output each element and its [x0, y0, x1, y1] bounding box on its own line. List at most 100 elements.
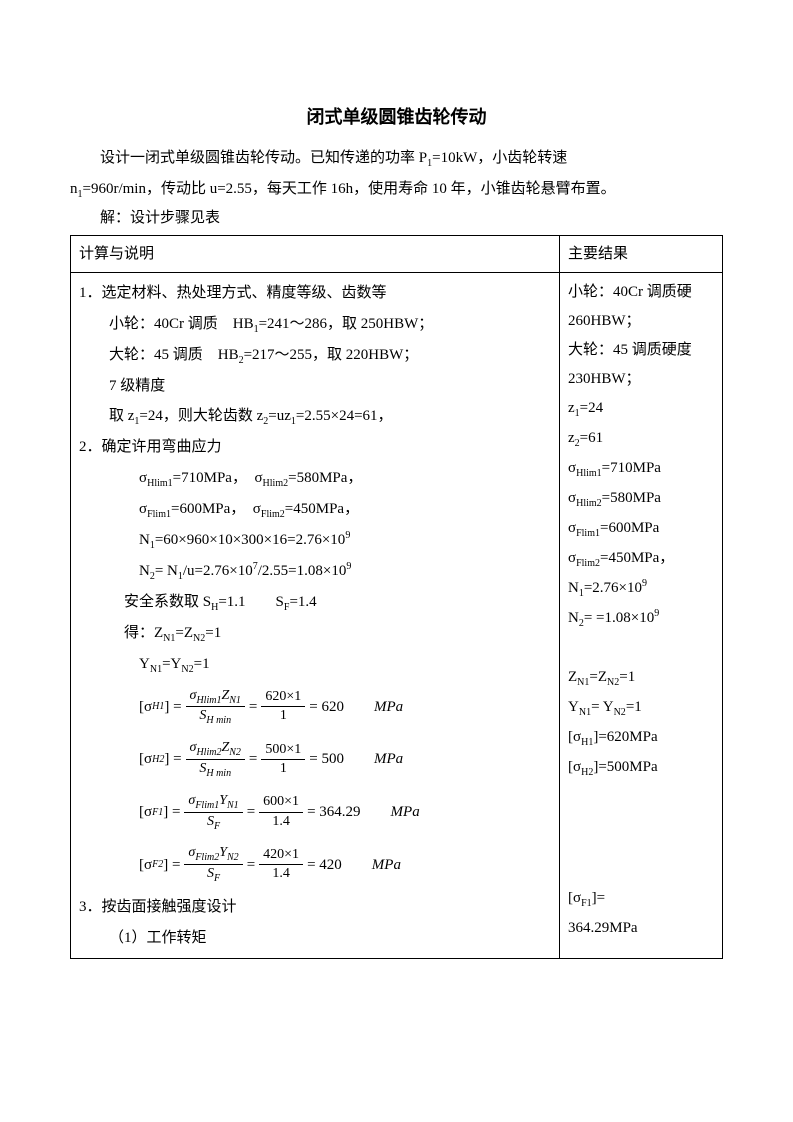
text: = 500 — [309, 745, 374, 774]
sub: Hlim2 — [576, 498, 602, 509]
text: 小轮：40Cr 调质 HB — [109, 316, 254, 332]
text: =uz — [268, 408, 291, 424]
text: ]=500MPa — [593, 759, 657, 775]
sub: Hlim1 — [196, 694, 221, 705]
text: ]=620MPa — [593, 729, 657, 745]
sub: Flim1 — [195, 800, 219, 811]
calc-line: YN1=YN2=1 — [79, 650, 551, 679]
sub: N1 — [227, 800, 239, 811]
sub: F1 — [581, 898, 592, 909]
text: =24，则大轮齿数 z — [139, 408, 263, 424]
text: MPa — [372, 851, 401, 880]
text: =710MPa， σ — [173, 470, 263, 486]
text: =241～286，取 250HBW； — [259, 316, 434, 332]
text: z — [568, 400, 575, 416]
text: = 420 — [307, 851, 372, 880]
text: [σ — [139, 693, 152, 722]
text: Y — [219, 845, 227, 860]
text: =450MPa， — [285, 501, 359, 517]
sub: H2 — [581, 767, 593, 778]
text: [σ — [568, 729, 581, 745]
sub: N2 — [181, 664, 193, 675]
sub: H min — [206, 715, 231, 726]
calc-line: 大轮：45 调质 HB2=217～255，取 220HBW； — [79, 341, 551, 370]
text: =60×960×10×300×16=2.76×10 — [155, 532, 345, 548]
text: = 364.29 — [307, 798, 390, 827]
text: 420×1 — [259, 846, 303, 865]
text: 500×1 — [261, 741, 305, 760]
calc-line: N2= N1/u=2.76×107/2.55=1.08×109 — [79, 557, 551, 586]
text: N — [568, 610, 579, 626]
text: =1.1 S — [218, 594, 284, 610]
text: σ — [568, 460, 576, 476]
table-body-row: 1．选定材料、热处理方式、精度等级、齿数等 小轮：40Cr 调质 HB1=241… — [71, 273, 723, 959]
sub: N2 — [614, 707, 626, 718]
text: 大轮：45 调质 HB — [109, 347, 239, 363]
sub: N1 — [579, 707, 591, 718]
sub: H min — [206, 768, 231, 779]
result-line: z1=24 — [568, 394, 714, 423]
solve-label: 解：设计步骤见表 — [70, 204, 723, 233]
sub: Flim2 — [576, 558, 600, 569]
fraction: σHlim2ZN2SH min — [186, 739, 245, 780]
text: =710MPa — [602, 460, 661, 476]
fraction: 500×11 — [261, 741, 305, 778]
text: =Z — [589, 669, 607, 685]
sub: H2 — [152, 750, 164, 769]
result-line: 小轮：40Cr 调质硬 260HBW； — [568, 278, 714, 335]
sup: 9 — [654, 608, 659, 619]
calc-cell: 1．选定材料、热处理方式、精度等级、齿数等 小轮：40Cr 调质 HB1=241… — [71, 273, 560, 959]
text: =600MPa， σ — [171, 501, 261, 517]
text: Z — [568, 669, 577, 685]
text: MPa — [374, 693, 403, 722]
text: [σ — [568, 759, 581, 775]
text: =61 — [580, 430, 603, 446]
result-line: σFlim2=450MPa， — [568, 544, 714, 573]
result-line: ZN1=ZN2=1 — [568, 663, 714, 692]
text: = Y — [591, 699, 614, 715]
text: 620×1 — [261, 688, 305, 707]
text: z — [568, 430, 575, 446]
fraction: σFlim2YN2SF — [184, 844, 242, 885]
calc-line: σHlim1=710MPa， σHlim2=580MPa， — [79, 464, 551, 493]
section-3-title: 3．按齿面接触强度设计 — [79, 893, 551, 922]
text: N — [139, 532, 150, 548]
text: Y — [568, 699, 579, 715]
text: =1.4 — [289, 594, 316, 610]
text: =24 — [580, 400, 603, 416]
intro-text: n — [70, 181, 78, 197]
text: S — [207, 814, 214, 829]
text: 安全系数取 S — [124, 594, 211, 610]
sub: H1 — [152, 697, 164, 716]
sub: Flim2 — [261, 509, 285, 520]
sub: N2 — [193, 633, 205, 644]
sub: Flim2 — [195, 852, 219, 863]
text: σ — [568, 550, 576, 566]
result-line: σHlim2=580MPa — [568, 484, 714, 513]
section-2-title: 2．确定许用弯曲应力 — [79, 433, 551, 462]
text: ]= — [592, 890, 605, 906]
text: Y — [139, 656, 150, 672]
sup: 9 — [345, 530, 350, 541]
result-line: σHlim1=710MPa — [568, 454, 714, 483]
text: =217～255，取 220HBW； — [244, 347, 419, 363]
sub: N2 — [607, 677, 619, 688]
result-line: 大轮：45 调质硬度 230HBW； — [568, 336, 714, 393]
sub: Hlim1 — [147, 478, 173, 489]
text: MPa — [374, 745, 403, 774]
result-line: [σH1]=620MPa — [568, 723, 714, 752]
text: [σ — [139, 851, 152, 880]
sub: N2 — [229, 747, 241, 758]
sub: N1 — [229, 694, 241, 705]
formula-sigma-f1: [σF1] = σFlim1YN1SF = 600×11.4 = 364.29 … — [139, 792, 420, 833]
spacer — [568, 634, 714, 662]
sup: 9 — [642, 578, 647, 589]
sub: Flim1 — [147, 509, 171, 520]
calc-line: σFlim1=600MPa， σFlim2=450MPa， — [79, 495, 551, 524]
text: 600×1 — [259, 793, 303, 812]
text: =1 — [626, 699, 642, 715]
main-table: 计算与说明 主要结果 1．选定材料、热处理方式、精度等级、齿数等 小轮：40Cr… — [70, 235, 723, 959]
text: = — [247, 798, 255, 827]
sub: Hlim2 — [263, 478, 289, 489]
sub: F — [214, 820, 220, 831]
